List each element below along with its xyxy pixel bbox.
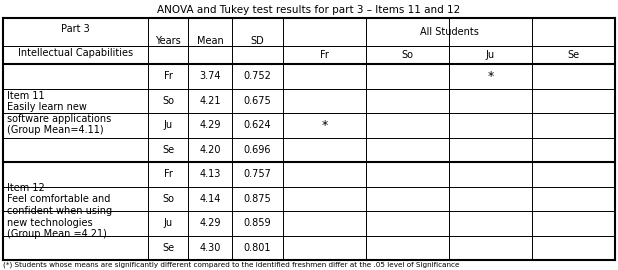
Text: ANOVA and Tukey test results for part 3 – Items 11 and 12: ANOVA and Tukey test results for part 3 …: [158, 5, 460, 15]
Text: Item 11
Easily learn new
software applications
(Group Mean=4.11): Item 11 Easily learn new software applic…: [7, 91, 111, 135]
Text: So: So: [402, 50, 413, 60]
Text: 4.29: 4.29: [199, 218, 221, 228]
Text: 0.752: 0.752: [243, 71, 271, 81]
Text: 0.859: 0.859: [243, 218, 271, 228]
Text: 4.13: 4.13: [200, 169, 221, 179]
Text: Ju: Ju: [163, 218, 172, 228]
Text: Item 12
Feel comfortable and
confident when using
new technologies
(Group Mean =: Item 12 Feel comfortable and confident w…: [7, 183, 112, 239]
Text: So: So: [162, 96, 174, 106]
Text: Fr: Fr: [164, 71, 172, 81]
Text: Se: Se: [162, 145, 174, 155]
Text: All Students: All Students: [420, 27, 478, 37]
Text: (*) Students whose means are significantly different compared to the identified : (*) Students whose means are significant…: [3, 262, 460, 268]
Text: Ju: Ju: [163, 120, 172, 130]
Text: 4.20: 4.20: [199, 145, 221, 155]
Text: *: *: [321, 119, 328, 132]
Text: 0.757: 0.757: [243, 169, 271, 179]
Text: 4.29: 4.29: [199, 120, 221, 130]
Text: 0.875: 0.875: [243, 194, 271, 204]
Text: Fr: Fr: [164, 169, 172, 179]
Text: Se: Se: [567, 50, 580, 60]
Text: 4.14: 4.14: [200, 194, 221, 204]
Text: Mean: Mean: [197, 36, 223, 46]
Text: 0.696: 0.696: [243, 145, 271, 155]
Text: 0.801: 0.801: [243, 243, 271, 253]
Text: Fr: Fr: [320, 50, 329, 60]
Text: 3.74: 3.74: [199, 71, 221, 81]
Text: Part 3

Intellectual Capabilities: Part 3 Intellectual Capabilities: [18, 24, 133, 58]
Text: *: *: [488, 70, 494, 83]
Text: 0.624: 0.624: [243, 120, 271, 130]
Text: 4.30: 4.30: [200, 243, 221, 253]
Text: SD: SD: [251, 36, 265, 46]
Text: Years: Years: [155, 36, 181, 46]
Text: Ju: Ju: [486, 50, 495, 60]
Text: Se: Se: [162, 243, 174, 253]
Text: So: So: [162, 194, 174, 204]
Text: 4.21: 4.21: [199, 96, 221, 106]
Text: 0.675: 0.675: [243, 96, 271, 106]
